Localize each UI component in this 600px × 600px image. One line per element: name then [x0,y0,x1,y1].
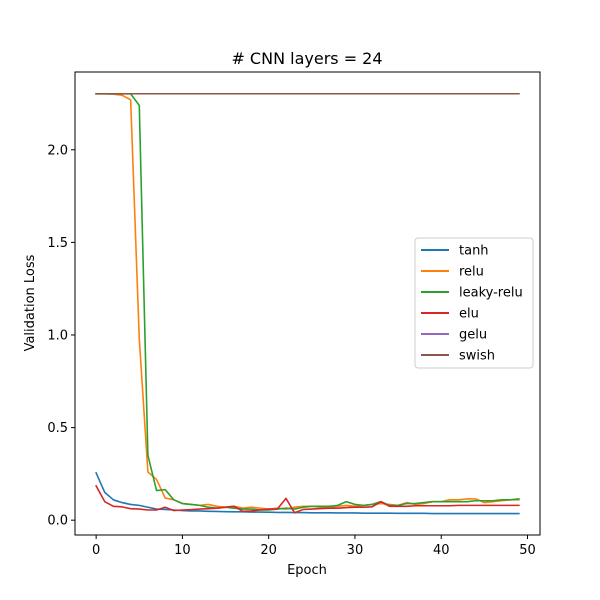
legend-label-4: gelu [459,328,487,343]
series-layer [95,92,520,515]
y-tick-label: 2.0 [47,143,68,158]
legend-label-0: tanh [459,244,489,259]
chart-title: # CNN layers = 24 [231,49,382,68]
y-tick-label: 0.0 [47,514,68,529]
x-tick-label: 40 [433,543,450,558]
y-tick-label: 1.0 [47,328,68,343]
x-tick-label: 50 [519,543,536,558]
x-tick-label: 0 [92,543,100,558]
series-line-3 [95,484,520,514]
legend-label-5: swish [459,349,495,364]
legend-label-3: elu [459,307,479,322]
x-axis-label: Epoch [287,563,327,578]
x-tick-label: 30 [347,543,364,558]
plot-frame [74,71,541,536]
series-line-0 [95,471,520,515]
y-tick-label: 1.5 [47,236,68,251]
legend-label-2: leaky-relu [459,286,523,301]
x-tick-label: 10 [174,543,191,558]
axis-ticks: 0 10 20 30 40 50 0.0 0.5 1.0 1.5 2.0 [47,143,535,558]
x-tick-label: 20 [260,543,277,558]
y-tick-label: 0.5 [47,421,68,436]
y-axis-label: Validation Loss [23,254,38,351]
series-line-2 [95,93,520,511]
legend-label-1: relu [459,265,484,280]
legend: tanh relu leaky-relu elu gelu swish [414,237,534,369]
